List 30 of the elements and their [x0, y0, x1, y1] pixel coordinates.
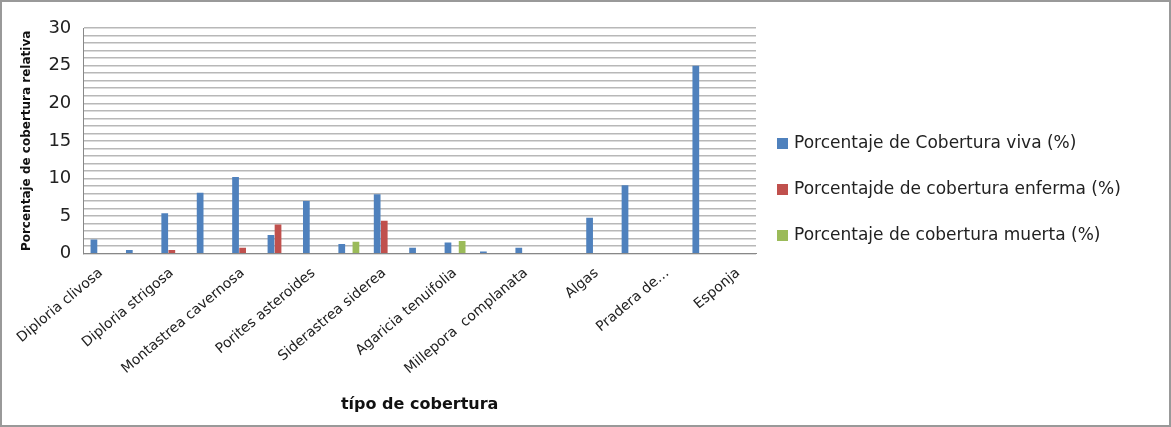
bar	[90, 239, 98, 254]
bar	[161, 213, 169, 254]
y-tick-label: 0	[59, 241, 72, 263]
bar	[232, 177, 239, 254]
bar	[373, 194, 381, 254]
y-tick-label: 10	[48, 166, 72, 188]
bar	[196, 192, 204, 254]
y-axis-title: Porcentaje de cobertura relativa	[19, 30, 34, 252]
bar	[458, 240, 466, 254]
x-axis-title: típo de cobertura	[340, 393, 499, 413]
y-tick-label: 15	[48, 128, 72, 150]
bar	[274, 224, 282, 254]
bar	[302, 201, 310, 254]
bar	[125, 250, 133, 254]
bar	[239, 247, 246, 254]
y-tick-label: 20	[48, 90, 72, 112]
bar	[380, 220, 388, 254]
bar	[444, 242, 452, 254]
legend-label: Porcentaje de cobertura muerta (%)	[794, 224, 1101, 244]
y-tick-label: 30	[48, 15, 72, 37]
legend-label: Porcentaje de Cobertura viva (%)	[794, 132, 1077, 152]
y-tick-label: 25	[48, 53, 72, 75]
bar	[692, 65, 700, 254]
bar	[515, 247, 523, 254]
bar	[338, 243, 346, 254]
bar	[168, 250, 176, 254]
y-tick-label: 5	[59, 203, 72, 225]
legend-label: Porcentajde de cobertura enferma (%)	[794, 178, 1121, 198]
bar	[586, 217, 593, 254]
bar	[409, 247, 416, 254]
